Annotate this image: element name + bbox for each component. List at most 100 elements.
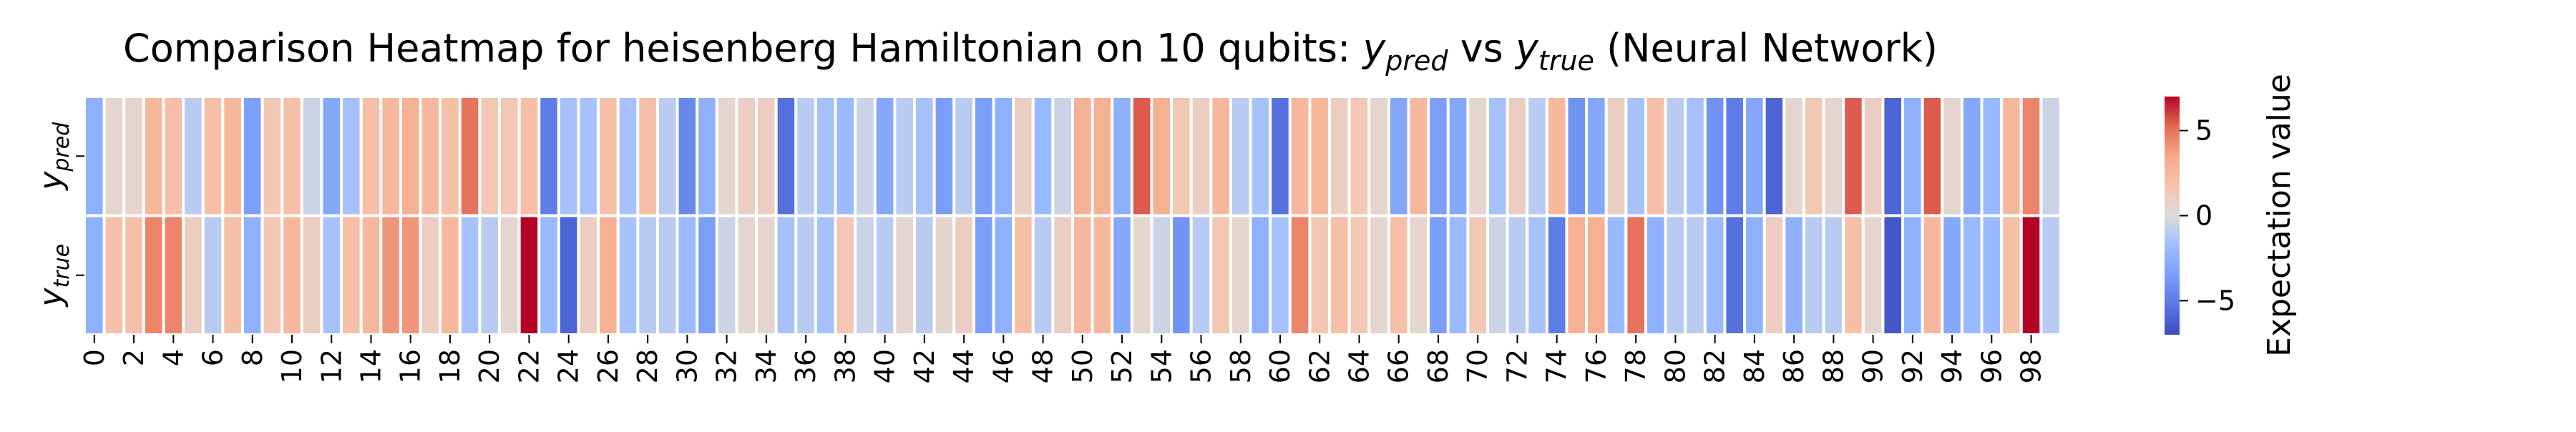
x-tick-label-82: 82: [1699, 349, 1731, 383]
x-tick-label-70: 70: [1462, 349, 1493, 383]
y-pred-cell-60: [1269, 95, 1292, 217]
y-pred-cell-86: [1782, 95, 1805, 217]
y-true-cell-74: [1545, 214, 1568, 336]
y-pred-cell-74: [1545, 95, 1568, 217]
y-pred-cell-2: [122, 95, 145, 217]
y-true-cell-17: [419, 214, 442, 336]
y-true-cell-44: [952, 214, 975, 336]
y-true-cell-62: [1308, 214, 1332, 336]
y-pred-cell-57: [1209, 95, 1232, 217]
colorbar-ticks: 5 0 −5: [2180, 115, 2235, 316]
y-pred-cell-87: [1802, 95, 1825, 217]
y-pred-cell-85: [1762, 95, 1786, 217]
y-true-cell-37: [814, 214, 837, 336]
y-pred-cell-69: [1446, 95, 1470, 217]
y-true-cell-91: [1881, 214, 1905, 336]
y-true-cell-6: [201, 214, 225, 336]
y-true-cell-82: [1703, 214, 1727, 336]
y-pred-cell-79: [1644, 95, 1667, 217]
x-tick-label-48: 48: [1028, 349, 1059, 383]
x-tick-label-26: 26: [592, 349, 624, 383]
colorbar: 5 0 −5 Expectation value: [2165, 74, 2298, 357]
y-true-cell-66: [1387, 214, 1410, 336]
row-labels: ypred ytrue: [33, 122, 84, 308]
x-tick-label-76: 76: [1581, 349, 1612, 383]
y-true-cell-40: [873, 214, 897, 336]
y-pred-cell-49: [1051, 95, 1075, 217]
x-tick-label-40: 40: [869, 349, 901, 383]
y-pred-cell-67: [1407, 95, 1430, 217]
x-tick-label-50: 50: [1067, 349, 1098, 383]
x-tick-label-66: 66: [1383, 349, 1415, 383]
y-true-cell-89: [1842, 214, 1865, 336]
y-pred-cell-68: [1427, 95, 1450, 217]
y-true-cell-16: [399, 214, 422, 336]
y-pred-cell-76: [1585, 95, 1608, 217]
y-true-cell-4: [162, 214, 185, 336]
x-tick-label-10: 10: [276, 349, 308, 383]
y-true-cell-38: [834, 214, 857, 336]
x-tick-label-84: 84: [1739, 349, 1770, 383]
x-tick-label-92: 92: [1897, 349, 1928, 383]
y-pred-cell-23: [537, 95, 560, 217]
y-true-cell-99: [2039, 214, 2062, 336]
x-tick-label-38: 38: [829, 349, 861, 383]
y-pred-cell-46: [992, 95, 1015, 217]
x-tick-label-96: 96: [1976, 349, 2007, 383]
x-tick-label-56: 56: [1186, 349, 1217, 383]
y-true-cell-69: [1446, 214, 1470, 336]
y-true-cell-7: [221, 214, 244, 336]
y-pred-cell-5: [182, 95, 205, 217]
x-tick-label-80: 80: [1659, 349, 1691, 383]
x-tick-label-14: 14: [355, 349, 386, 383]
y-true-cell-21: [498, 214, 521, 336]
y-true-cell-22: [517, 214, 541, 336]
x-tick-label-6: 6: [197, 349, 229, 366]
y-true-cell-39: [854, 214, 877, 336]
x-tick-label-28: 28: [632, 349, 663, 383]
y-pred-cell-93: [1921, 95, 1944, 217]
x-tick-label-18: 18: [434, 349, 466, 383]
y-pred-cell-58: [1229, 95, 1252, 217]
y-true-cell-68: [1427, 214, 1450, 336]
y-true-cell-14: [359, 214, 383, 336]
y-pred-cell-89: [1842, 95, 1865, 217]
x-tick-label-20: 20: [474, 349, 505, 383]
y-pred-cell-71: [1486, 95, 1509, 217]
y-pred-cell-37: [814, 95, 837, 217]
y-pred-cell-25: [577, 95, 600, 217]
y-pred-cell-92: [1901, 95, 1924, 217]
y-true-cell-52: [1111, 214, 1133, 336]
y-true-cell-63: [1328, 214, 1351, 336]
y-pred-cell-42: [913, 95, 936, 217]
y-true-cell-12: [320, 214, 343, 336]
y-true-cell-65: [1367, 214, 1390, 336]
y-true-cell-20: [478, 214, 502, 336]
y-pred-cell-97: [2000, 95, 2023, 217]
y-true-cell-49: [1051, 214, 1075, 336]
y-pred-cell-94: [1941, 95, 1963, 217]
y-true-cell-45: [972, 214, 995, 336]
y-true-cell-48: [1031, 214, 1055, 336]
y-true-cell-2: [122, 214, 145, 336]
y-true-cell-35: [774, 214, 798, 336]
y-true-cell-59: [1249, 214, 1272, 336]
x-tick-label-2: 2: [118, 349, 150, 366]
y-true-cell-15: [379, 214, 402, 336]
y-true-cell-61: [1288, 214, 1312, 336]
y-true-cell-13: [340, 214, 363, 336]
x-tick-label-0: 0: [79, 349, 110, 366]
x-tick-label-64: 64: [1343, 349, 1375, 383]
y-pred-cell-55: [1170, 95, 1193, 217]
y-pred-cell-99: [2039, 95, 2062, 217]
y-pred-cell-0: [83, 95, 106, 217]
y-pred-cell-47: [1012, 95, 1035, 217]
y-pred-cell-34: [755, 95, 778, 217]
y-true-cell-73: [1526, 214, 1548, 336]
y-pred-cell-84: [1743, 95, 1766, 217]
y-true-cell-9: [260, 214, 284, 336]
heatmap-cells: [83, 95, 2062, 336]
y-true-cell-3: [142, 214, 165, 336]
y-pred-cell-45: [972, 95, 995, 217]
y-true-cell-86: [1782, 214, 1805, 336]
